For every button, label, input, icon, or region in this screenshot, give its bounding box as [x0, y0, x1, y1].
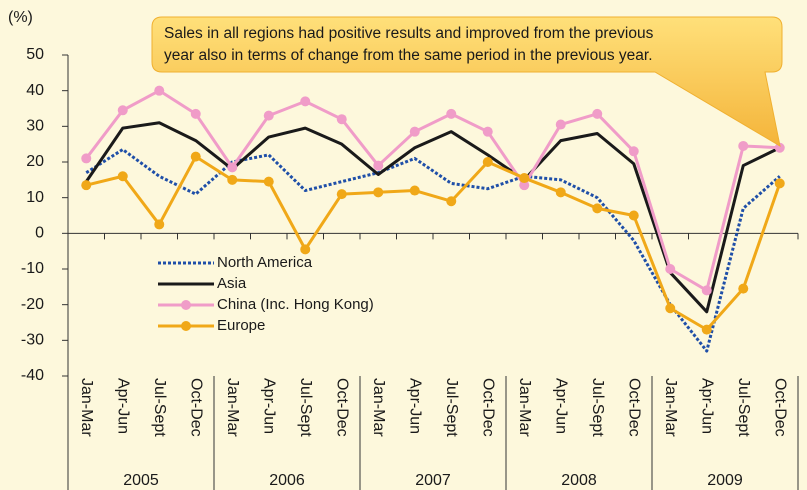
year-label: 2005 [123, 472, 159, 489]
x-tick-label: Oct-Dec [334, 378, 351, 437]
series-marker [227, 162, 238, 173]
annotation-text: year also in terms of change from the sa… [164, 47, 653, 64]
series-marker [409, 185, 420, 196]
series-marker [117, 171, 128, 182]
series-marker [482, 157, 493, 167]
series-marker [190, 151, 201, 162]
annotation-callout: Sales in all regions had positive result… [151, 16, 783, 148]
y-tick-label: -20 [21, 296, 44, 313]
series-marker [738, 140, 749, 151]
y-tick-label: 30 [26, 118, 44, 135]
x-tick-label: Oct-Dec [626, 378, 643, 437]
series-marker [373, 187, 384, 198]
x-tick-label: Jul-Sept [151, 378, 168, 437]
legend-label: North America [217, 254, 313, 271]
series-marker [774, 142, 785, 153]
legend-marker [181, 300, 191, 310]
x-tick-label: Jul-Sept [735, 378, 752, 437]
x-tick-label: Oct-Dec [188, 378, 205, 437]
series-marker [300, 96, 311, 107]
series-marker [665, 303, 676, 314]
series-marker [117, 105, 128, 116]
series-marker [665, 264, 676, 274]
series-marker [154, 85, 165, 96]
x-tick-label: Apr-Jun [115, 378, 132, 434]
y-tick-label: 10 [26, 189, 44, 206]
y-tick-label: -40 [21, 367, 44, 384]
x-tick-label: Jan-Mar [662, 378, 679, 437]
y-tick-label: 20 [26, 153, 44, 170]
y-tick-label: -10 [21, 260, 44, 277]
annotation-text: Sales in all regions had positive result… [164, 25, 654, 42]
y-tick-label: 0 [35, 225, 44, 242]
series-marker [555, 119, 566, 130]
series-marker [336, 114, 347, 125]
y-tick-label: 40 [26, 82, 44, 99]
series-marker [774, 178, 785, 189]
series-marker [300, 244, 311, 255]
year-label: 2007 [415, 472, 451, 489]
series-marker [701, 285, 712, 296]
series-marker [592, 203, 603, 214]
x-tick-label: Apr-Jun [553, 378, 570, 434]
x-tick-label: Jan-Mar [516, 378, 533, 437]
year-label: 2008 [561, 472, 597, 489]
y-tick-label: 50 [26, 46, 44, 63]
x-tick-label: Jul-Sept [297, 378, 314, 437]
series-line [85, 155, 782, 332]
series-marker [81, 153, 92, 164]
x-tick-label: Apr-Jun [699, 378, 716, 434]
x-tick-label: Apr-Jun [407, 378, 424, 434]
series-marker [373, 160, 384, 171]
series-marker [555, 187, 566, 198]
x-tick-label: Jan-Mar [370, 378, 387, 437]
series-line [85, 89, 780, 292]
year-label: 2009 [707, 472, 743, 489]
series-marker [336, 189, 347, 200]
series-marker [628, 210, 639, 221]
series-marker [592, 108, 603, 119]
series-marker [628, 146, 639, 157]
callout-shape [151, 16, 783, 148]
series-marker [263, 176, 274, 187]
x-tick-label: Jan-Mar [78, 378, 95, 437]
y-tick-label: -30 [21, 332, 44, 349]
series-marker [519, 180, 530, 191]
series-marker [519, 173, 530, 184]
x-tick-label: Oct-Dec [772, 378, 789, 437]
series-marker [154, 219, 165, 230]
series-marker [446, 196, 457, 207]
x-tick-label: Jul-Sept [589, 378, 606, 437]
x-tick-label: Jan-Mar [224, 378, 241, 437]
series-marker [738, 283, 749, 294]
legend-marker [181, 321, 191, 331]
year-label: 2006 [269, 472, 305, 489]
series-marker [409, 126, 420, 137]
x-tick-label: Apr-Jun [261, 378, 278, 434]
legend-label: Europe [217, 317, 265, 334]
series-marker [190, 108, 201, 119]
series-marker [81, 180, 92, 191]
unit-label: (%) [8, 9, 33, 26]
x-tick-label: Oct-Dec [480, 378, 497, 437]
series-marker [263, 110, 274, 121]
legend-label: China (Inc. Hong Kong) [217, 296, 374, 313]
x-tick-label: Jul-Sept [443, 378, 460, 437]
series-marker [227, 174, 238, 185]
legend-label: Asia [217, 275, 247, 292]
series-marker [482, 126, 493, 137]
series-marker [701, 324, 712, 335]
series-marker [446, 108, 457, 119]
